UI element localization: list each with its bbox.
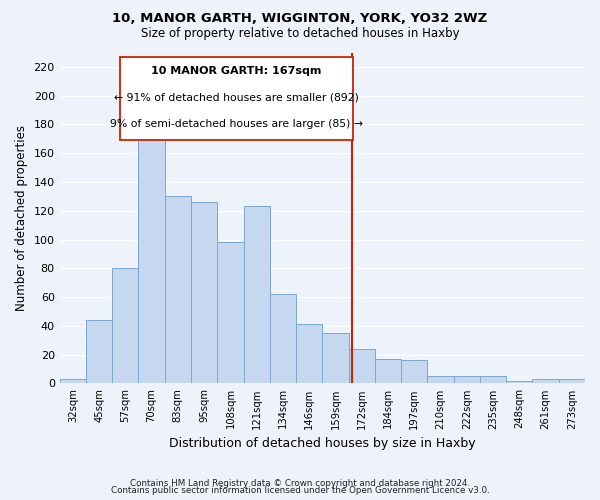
Bar <box>375 359 401 384</box>
Bar <box>296 324 322 384</box>
Bar <box>165 196 191 384</box>
Bar <box>191 202 217 384</box>
Bar <box>112 268 139 384</box>
Text: Contains public sector information licensed under the Open Government Licence v3: Contains public sector information licen… <box>110 486 490 495</box>
Bar <box>532 379 559 384</box>
Bar <box>349 349 375 384</box>
Text: Contains HM Land Registry data © Crown copyright and database right 2024.: Contains HM Land Registry data © Crown c… <box>130 478 470 488</box>
X-axis label: Distribution of detached houses by size in Haxby: Distribution of detached houses by size … <box>169 437 476 450</box>
Text: 10, MANOR GARTH, WIGGINTON, YORK, YO32 2WZ: 10, MANOR GARTH, WIGGINTON, YORK, YO32 2… <box>112 12 488 26</box>
Bar <box>401 360 427 384</box>
Bar <box>139 139 165 384</box>
Text: ← 91% of detached houses are smaller (892): ← 91% of detached houses are smaller (89… <box>114 92 359 102</box>
Bar <box>427 376 454 384</box>
Text: 9% of semi-detached houses are larger (85) →: 9% of semi-detached houses are larger (8… <box>110 118 363 128</box>
Bar <box>86 320 112 384</box>
FancyBboxPatch shape <box>120 57 353 140</box>
Text: 10 MANOR GARTH: 167sqm: 10 MANOR GARTH: 167sqm <box>151 66 322 76</box>
Bar <box>454 376 480 384</box>
Bar <box>506 380 532 384</box>
Bar <box>59 379 86 384</box>
Bar <box>270 294 296 384</box>
Text: Size of property relative to detached houses in Haxby: Size of property relative to detached ho… <box>140 28 460 40</box>
Bar <box>480 376 506 384</box>
Bar <box>559 379 585 384</box>
Y-axis label: Number of detached properties: Number of detached properties <box>15 125 28 311</box>
Bar <box>244 206 270 384</box>
Bar <box>217 242 244 384</box>
Bar <box>322 333 349 384</box>
